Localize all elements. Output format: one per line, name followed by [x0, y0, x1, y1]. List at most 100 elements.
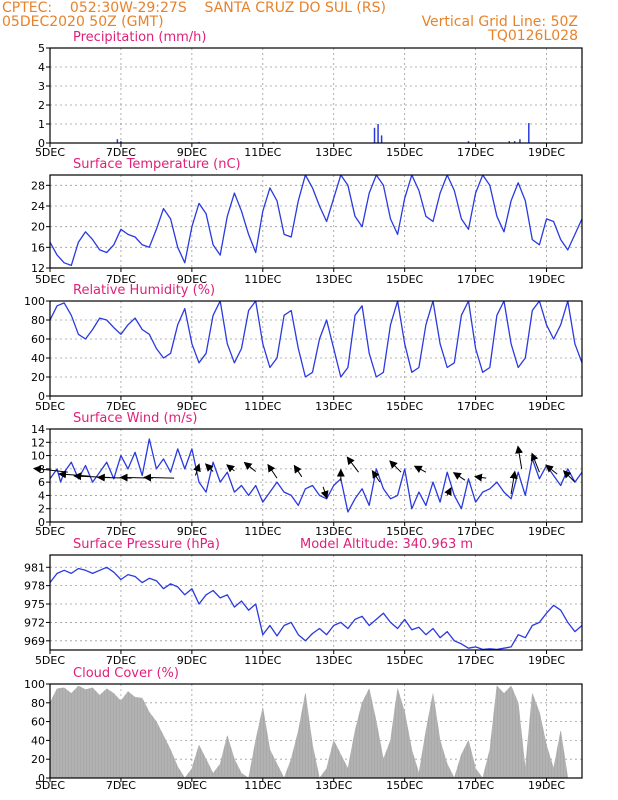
rh-xtick-label: 5DEC [35, 400, 65, 413]
temp-xtick-label: 13DEC [315, 273, 352, 286]
wind-xtick-label: 19DEC [528, 525, 565, 538]
precip-xtick-label: 5DEC [35, 146, 65, 159]
precip-ytick-label: 3 [38, 80, 45, 93]
wind-vector-arrow [204, 463, 214, 472]
rh-xtick-label: 19DEC [528, 400, 565, 413]
wind-frame [49, 428, 583, 523]
run-date: 05DEC2020 50Z (GMT) [2, 14, 164, 30]
model-code: TQ0126L028 [488, 28, 578, 44]
precip-ytick-label: 0 [38, 137, 45, 150]
precip-ytick-label: 2 [38, 99, 45, 112]
cloud-xtick-label: 11DEC [244, 779, 281, 792]
pressure-ytick-label: 975 [24, 598, 45, 611]
precip-xtick-label: 15DEC [386, 146, 423, 159]
rh-xtick-label: 11DEC [244, 400, 281, 413]
wind-ytick-label: 2 [38, 503, 45, 516]
rh-frame [49, 300, 583, 397]
wind-xtick-label: 17DEC [457, 525, 494, 538]
temp-ytick-label: 12 [31, 262, 45, 275]
wind-vector-arrow [243, 461, 257, 472]
pressure-xtick-label: 11DEC [244, 654, 281, 667]
temp-xtick-label: 9DEC [177, 273, 207, 286]
rh-ytick-label: 60 [31, 333, 45, 346]
cloud-ytick-label: 60 [31, 716, 45, 729]
temp-ytick-label: 24 [31, 200, 45, 213]
precip-panel: Precipitation (mm/h) 0 1 2 3 4 5 5DEC 7DEC 9DEC 11… [35, 30, 583, 159]
wind-vector-arrow [509, 470, 518, 495]
temp-xtick-label: 19DEC [528, 273, 565, 286]
temp-xtick-label: 15DEC [386, 273, 423, 286]
precip-ytick-label: 1 [38, 118, 45, 131]
cloud-ytick-label: 20 [31, 753, 45, 766]
wind-panel: Surface Wind (m/s)024681012145DEC7DEC9DE… [31, 411, 583, 538]
pressure-subtitle: Model Altitude: 340.963 m [300, 537, 473, 552]
precip-xtick-label: 19DEC [528, 146, 565, 159]
rh-xtick-label: 13DEC [315, 400, 352, 413]
cloud-xtick-label: 5DEC [35, 779, 65, 792]
pressure-frame [49, 554, 583, 651]
pressure-ytick-label: 981 [24, 561, 45, 574]
wind-vector-arrow [320, 486, 329, 499]
wind-vector-arrow [530, 452, 540, 473]
temp-panel: Surface Temperature (nC) 12 16 20 24 28 5DEC 7D… [31, 157, 583, 286]
rh-xtick-label: 9DEC [177, 400, 207, 413]
cloud-ytick-label: 0 [38, 772, 45, 785]
wind-vector-arrow [226, 464, 235, 473]
precip-xtick-label: 13DEC [315, 146, 352, 159]
temp-ytick-label: 28 [31, 179, 45, 192]
rh-ytick-label: 20 [31, 371, 45, 384]
pressure-ytick-label: 978 [24, 580, 45, 593]
cloud-xtick-label: 7DEC [106, 779, 136, 792]
temp-xtick-label: 5DEC [35, 273, 65, 286]
precip-xtick-label: 11DEC [244, 146, 281, 159]
pressure-xtick-label: 9DEC [177, 654, 207, 667]
pressure-xtick-label: 15DEC [386, 654, 423, 667]
rh-ytick-label: 80 [31, 314, 45, 327]
pressure-xtick-label: 7DEC [106, 654, 136, 667]
wind-vector-arrow [371, 470, 381, 483]
cloud-xtick-label: 19DEC [528, 779, 565, 792]
header: CPTEC: 052:30W-29:27S SANTA CRUZ DO SUL … [0, 0, 618, 45]
wind-xtick-label: 13DEC [315, 525, 352, 538]
cloud-area [50, 685, 582, 778]
pressure-ytick-label: 972 [24, 616, 45, 629]
wind-ytick-label: 4 [38, 489, 45, 502]
precip-xtick-label: 9DEC [177, 146, 207, 159]
cloud-xtick-label: 13DEC [315, 779, 352, 792]
wind-ytick-label: 14 [31, 423, 45, 436]
rh-title: Relative Humidity (%) [73, 283, 215, 298]
wind-vector-arrow [389, 460, 402, 473]
pressure-xtick-label: 13DEC [315, 654, 352, 667]
wind-xtick-label: 9DEC [177, 525, 207, 538]
wind-title: Surface Wind (m/s) [73, 411, 197, 426]
precip-xtick-label: 7DEC [106, 146, 136, 159]
pressure-title: Surface Pressure (hPa) [73, 537, 220, 552]
wind-vector-arrow [515, 445, 524, 469]
cloud-ytick-label: 100 [24, 678, 45, 691]
precip-xtick-label: 17DEC [457, 146, 494, 159]
wind-vector-arrow [444, 487, 452, 496]
rh-xtick-label: 17DEC [457, 400, 494, 413]
temp-ytick-label: 20 [31, 221, 45, 234]
wind-vector-arrow [293, 464, 303, 478]
cloud-ytick-label: 80 [31, 697, 45, 710]
precip-frame [49, 47, 583, 144]
wind-ytick-label: 6 [38, 476, 45, 489]
cloud-panel: Cloud Cover (%) 0 20 40 60 80 100 5DEC 7DEC 9DEC 1… [24, 666, 583, 792]
wind-vector-arrow [562, 470, 576, 483]
temp-title: Surface Temperature (nC) [73, 157, 241, 172]
temp-ytick-label: 16 [31, 241, 45, 254]
cloud-xtick-label: 9DEC [177, 779, 207, 792]
wind-xtick-label: 11DEC [244, 525, 281, 538]
precip-ytick-label: 4 [38, 61, 45, 74]
cloud-title: Cloud Cover (%) [73, 666, 179, 681]
temp-xtick-label: 7DEC [106, 273, 136, 286]
wind-vector-arrow [267, 463, 278, 479]
precip-title: Precipitation (mm/h) [73, 30, 206, 45]
pressure-series-line [50, 566, 582, 650]
wind-xtick-label: 5DEC [35, 525, 65, 538]
wind-vector-arrow [452, 472, 466, 481]
cloud-frame [49, 683, 583, 779]
vertical-grid-info: Vertical Grid Line: 50Z [421, 14, 578, 30]
